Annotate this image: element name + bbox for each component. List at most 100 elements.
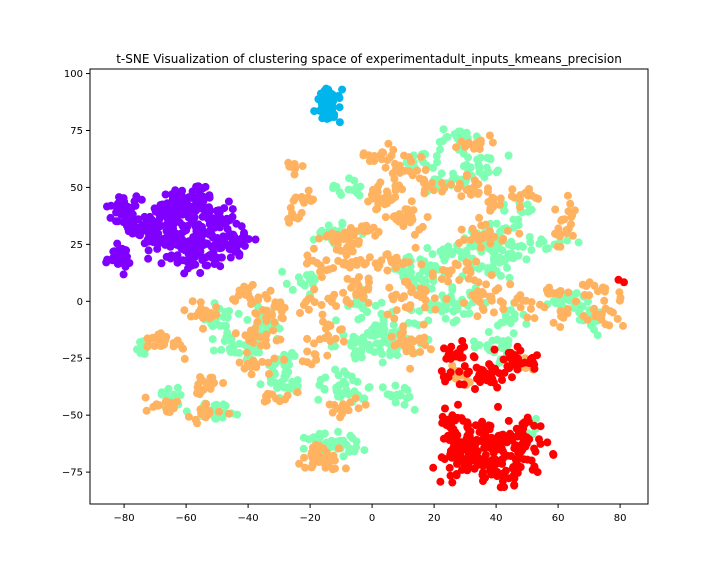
data-point bbox=[405, 167, 414, 176]
data-point bbox=[487, 362, 496, 371]
data-point bbox=[198, 226, 207, 235]
data-point bbox=[503, 263, 511, 272]
data-point bbox=[421, 166, 430, 174]
data-point bbox=[109, 247, 118, 256]
data-point bbox=[381, 213, 390, 222]
data-point bbox=[440, 344, 448, 353]
data-point bbox=[311, 440, 320, 449]
data-point bbox=[381, 163, 390, 172]
y-tick-label: 50 bbox=[70, 183, 83, 194]
data-point bbox=[453, 459, 461, 468]
data-point bbox=[174, 195, 183, 204]
data-point bbox=[475, 370, 484, 379]
data-point bbox=[341, 402, 350, 411]
data-point bbox=[474, 189, 482, 198]
data-point bbox=[445, 436, 454, 444]
data-point bbox=[564, 224, 573, 233]
data-point bbox=[337, 190, 346, 199]
data-point bbox=[335, 118, 344, 127]
data-point bbox=[456, 247, 465, 256]
data-point bbox=[516, 203, 524, 212]
data-point bbox=[334, 256, 343, 265]
data-point bbox=[232, 219, 241, 228]
data-point bbox=[376, 178, 385, 187]
data-point bbox=[291, 194, 299, 203]
data-point bbox=[322, 266, 331, 275]
x-tick-label: 0 bbox=[369, 513, 375, 524]
data-point bbox=[448, 248, 457, 256]
data-point bbox=[421, 341, 429, 350]
data-point bbox=[477, 243, 485, 252]
y-axis: −75 −50 −25 0 25 50 75 100 bbox=[62, 69, 90, 479]
data-point bbox=[285, 218, 294, 227]
data-point bbox=[601, 304, 610, 313]
data-point bbox=[228, 205, 237, 214]
y-tick-label: 75 bbox=[70, 126, 83, 137]
data-point bbox=[466, 268, 475, 277]
data-point bbox=[295, 213, 303, 222]
y-tick-label: −75 bbox=[62, 468, 83, 479]
data-point bbox=[336, 325, 344, 334]
y-tick-label: −50 bbox=[62, 411, 83, 422]
data-point bbox=[234, 309, 243, 318]
data-point bbox=[441, 404, 449, 413]
data-point bbox=[328, 408, 337, 417]
data-point bbox=[619, 321, 627, 330]
data-point bbox=[251, 309, 260, 317]
data-point bbox=[549, 318, 558, 327]
data-point bbox=[591, 312, 600, 321]
data-point bbox=[173, 397, 182, 406]
data-point bbox=[438, 137, 447, 145]
data-point bbox=[165, 398, 174, 407]
data-point bbox=[258, 306, 267, 315]
data-point bbox=[476, 153, 485, 162]
data-point bbox=[180, 203, 189, 212]
data-point bbox=[526, 304, 535, 313]
data-point bbox=[215, 244, 224, 253]
data-point bbox=[308, 453, 317, 462]
data-point bbox=[323, 351, 332, 360]
data-point bbox=[303, 251, 312, 260]
data-point bbox=[543, 438, 552, 447]
data-point bbox=[495, 244, 504, 253]
data-point bbox=[179, 227, 188, 236]
data-point bbox=[380, 200, 389, 209]
data-point bbox=[161, 240, 170, 249]
data-point bbox=[256, 333, 265, 342]
data-point bbox=[476, 436, 485, 445]
data-point bbox=[405, 392, 414, 401]
data-point bbox=[346, 431, 355, 440]
data-point bbox=[492, 219, 501, 228]
data-point bbox=[144, 254, 153, 263]
data-point bbox=[419, 320, 428, 329]
data-point bbox=[524, 207, 533, 216]
data-point bbox=[451, 259, 460, 268]
data-point bbox=[284, 368, 293, 377]
data-point bbox=[551, 205, 560, 214]
data-point bbox=[354, 237, 363, 245]
data-point bbox=[363, 308, 372, 316]
data-point bbox=[338, 85, 347, 94]
data-point bbox=[447, 266, 456, 275]
data-point bbox=[367, 190, 376, 199]
data-point bbox=[420, 303, 429, 312]
data-point bbox=[416, 348, 425, 356]
data-point bbox=[590, 304, 599, 313]
data-point bbox=[240, 241, 249, 250]
data-point bbox=[103, 255, 112, 264]
data-point bbox=[253, 317, 262, 326]
data-point bbox=[234, 291, 243, 300]
data-point bbox=[523, 200, 532, 209]
data-point bbox=[372, 339, 381, 348]
data-point bbox=[493, 438, 502, 446]
data-point bbox=[119, 270, 128, 279]
data-point bbox=[388, 258, 397, 266]
data-point bbox=[334, 427, 343, 436]
data-point bbox=[351, 394, 360, 403]
data-point bbox=[359, 333, 368, 342]
data-point bbox=[176, 391, 185, 399]
data-point bbox=[258, 357, 267, 366]
data-point bbox=[433, 158, 442, 167]
data-point bbox=[315, 335, 324, 344]
data-point bbox=[353, 188, 362, 197]
